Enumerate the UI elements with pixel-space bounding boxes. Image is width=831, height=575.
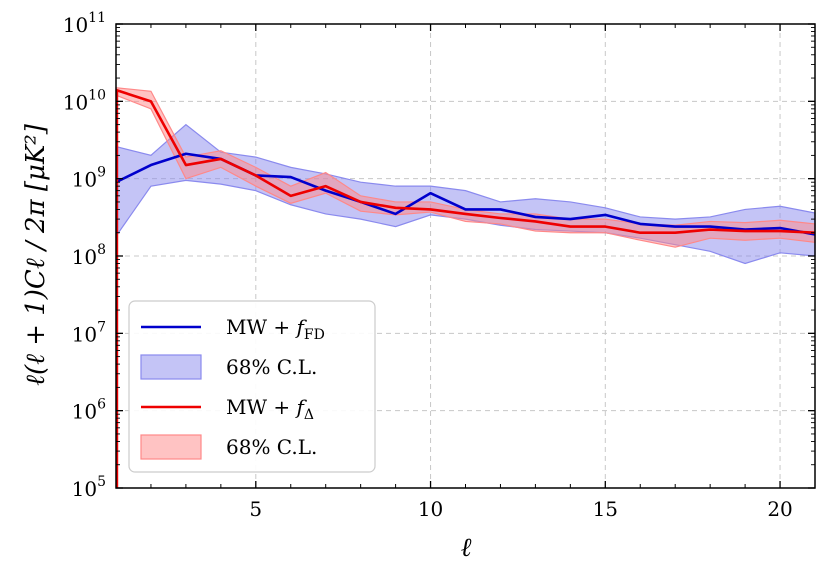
confidence-bands xyxy=(115,87,816,265)
y-tick-label: 1010 xyxy=(63,87,106,114)
legend-band-swatch-1 xyxy=(140,434,202,460)
legend: MW + fFD 68% C.L. MW + fΔ 68% C.L. xyxy=(128,300,376,473)
x-tick-label: 10 xyxy=(418,497,443,521)
confidence-band-1 xyxy=(115,87,816,248)
y-tick-label: 1011 xyxy=(63,10,106,37)
y-axis-label: ℓ(ℓ + 1)Cℓ / 2π [μK²] xyxy=(21,123,51,386)
y-tick-label: 108 xyxy=(72,242,106,269)
y-tick-label: 109 xyxy=(72,165,106,192)
confidence-band-0 xyxy=(115,123,816,265)
legend-band-swatch-0 xyxy=(140,354,202,380)
y-tick-label: 105 xyxy=(72,474,106,501)
legend-box xyxy=(128,300,376,473)
axis-ticks xyxy=(115,23,816,489)
x-tick-label: 15 xyxy=(593,497,618,521)
x-tick-label: 5 xyxy=(249,497,262,521)
tick-labels: 5 10 15 20 105 106 107 108 109 1010 1011 xyxy=(63,10,793,521)
x-tick-label: 20 xyxy=(767,497,792,521)
y-tick-label: 106 xyxy=(72,397,106,424)
legend-label-1: MW + fΔ xyxy=(226,395,314,423)
series-lines xyxy=(115,88,816,488)
y-tick-label: 107 xyxy=(72,319,106,346)
legend-band-label-0: 68% C.L. xyxy=(226,355,317,379)
legend-label-0: MW + fFD xyxy=(226,315,325,343)
x-axis-label: ℓ xyxy=(461,533,472,563)
legend-band-label-1: 68% C.L. xyxy=(226,435,317,459)
series-line-1 xyxy=(115,88,816,235)
